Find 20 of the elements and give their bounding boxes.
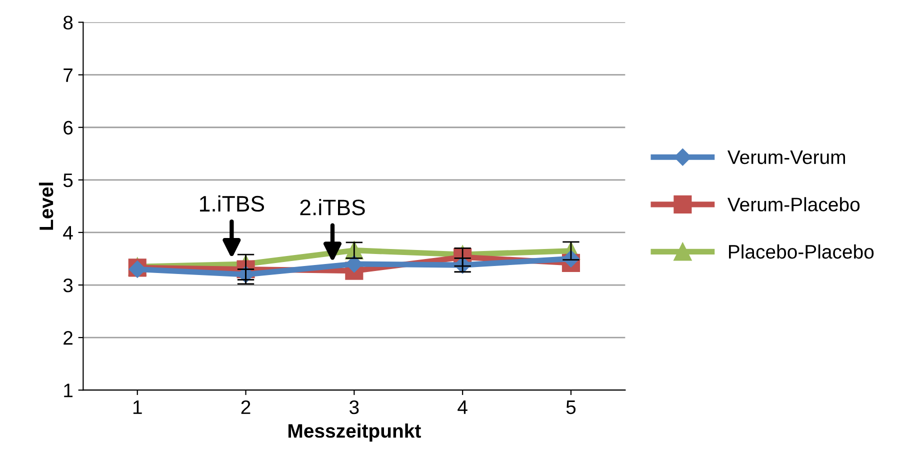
x-tick-label: 2 [241, 400, 250, 414]
annotation: 2.iTBS [300, 199, 365, 216]
legend-label: Verum-Verum [727, 150, 845, 164]
legend-label: Verum-Placebo [727, 197, 860, 212]
annotation: 1.iTBS [200, 195, 264, 212]
legend-label: Placebo-Placebo [729, 244, 874, 259]
y-axis-title: Level [38, 182, 54, 230]
x-tick-label: 1 [133, 400, 142, 414]
x-tick-label: 3 [350, 400, 359, 414]
y-tick-label: 5 [63, 174, 73, 188]
x-tick-label: 5 [566, 400, 576, 414]
y-tick-label: 6 [64, 120, 73, 135]
y-tick-label: 4 [63, 226, 73, 240]
y-tick-label: 3 [63, 278, 73, 292]
y-tick-label: 2 [64, 331, 72, 345]
y-tick-label: 7 [64, 68, 72, 82]
x-axis-title: Messzeitpunkt [288, 424, 421, 442]
y-tick-label: 1 [64, 384, 73, 398]
y-tick-label: 8 [63, 16, 73, 30]
x-tick-label: 4 [458, 400, 468, 414]
